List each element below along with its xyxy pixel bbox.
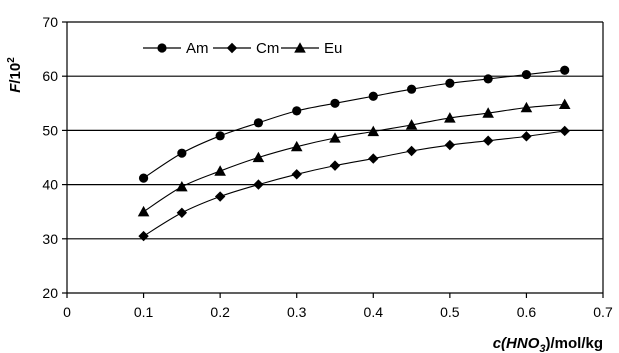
y-axis-title-sup: 2 bbox=[6, 57, 17, 63]
legend-label-am: Am bbox=[186, 40, 209, 57]
y-axis-title-var: F bbox=[7, 83, 24, 93]
x-tick-label-5: 0.5 bbox=[440, 304, 460, 320]
point-cm-1 bbox=[176, 207, 188, 218]
series-am bbox=[138, 65, 570, 183]
point-eu-9 bbox=[482, 107, 494, 118]
x-axis-title-sub: 3 bbox=[539, 343, 545, 353]
point-eu-8 bbox=[444, 112, 456, 123]
point-eu-0 bbox=[137, 205, 150, 217]
point-cm-2 bbox=[214, 191, 226, 202]
legend-item-am: Am bbox=[143, 40, 209, 57]
point-eu-6 bbox=[367, 125, 380, 137]
point-cm-9 bbox=[482, 135, 494, 146]
y-axis-title-base: /10 bbox=[7, 63, 24, 84]
point-cm-8 bbox=[444, 139, 456, 151]
point-cm-0 bbox=[138, 230, 149, 242]
x-tick-label-4: 0.4 bbox=[364, 304, 384, 320]
point-am-11 bbox=[560, 65, 570, 75]
series-line-eu bbox=[143, 103, 565, 213]
axes: 20 30 40 50 60 70 0 0.1 0.2 0.3 0.4 0.5 0.6 0.7 bbox=[42, 14, 613, 320]
point-eu-10 bbox=[520, 101, 533, 113]
point-cm-7 bbox=[406, 145, 417, 157]
legend-label-eu: Eu bbox=[324, 40, 342, 57]
point-am-7 bbox=[406, 84, 417, 94]
legend-label-cm: Cm bbox=[256, 40, 279, 57]
x-tick-label-7: 0.7 bbox=[593, 304, 613, 320]
legend-item-eu: Eu bbox=[281, 40, 342, 57]
x-tick-label-0: 0 bbox=[63, 304, 71, 320]
series-group bbox=[137, 65, 571, 242]
x-axis-title-post: )/mol/kg bbox=[545, 335, 603, 352]
point-eu-4 bbox=[290, 140, 303, 152]
legend-marker-am bbox=[157, 43, 167, 53]
x-axis-title-pre: c(HNO bbox=[493, 335, 540, 352]
x-tick-label-2: 0.2 bbox=[210, 304, 230, 320]
legend-marker-eu bbox=[294, 42, 306, 53]
point-eu-2 bbox=[214, 165, 226, 176]
y-axis-title: F/102 bbox=[6, 57, 24, 93]
point-am-2 bbox=[215, 131, 225, 141]
legend-item-cm: Cm bbox=[213, 40, 279, 57]
series-line-cm bbox=[143, 130, 565, 237]
point-eu-5 bbox=[329, 132, 341, 143]
y-tick-label-2: 40 bbox=[42, 177, 58, 193]
y-tick-label-3: 50 bbox=[42, 122, 58, 138]
series-cm bbox=[138, 125, 570, 242]
point-eu-7 bbox=[405, 119, 418, 130]
point-eu-11 bbox=[558, 98, 571, 110]
point-cm-10 bbox=[521, 131, 532, 142]
point-am-4 bbox=[292, 106, 302, 116]
point-am-3 bbox=[253, 118, 264, 128]
point-cm-5 bbox=[329, 160, 341, 171]
x-tick-label-1: 0.1 bbox=[134, 304, 154, 320]
y-tick-label-4: 60 bbox=[42, 68, 58, 84]
point-am-9 bbox=[483, 74, 493, 84]
y-tick-label-5: 70 bbox=[42, 14, 58, 30]
point-cm-6 bbox=[368, 153, 379, 164]
x-tick-label-6: 0.6 bbox=[517, 304, 537, 320]
point-am-1 bbox=[177, 148, 187, 158]
legend: Am Cm Eu bbox=[143, 40, 342, 57]
point-cm-11 bbox=[559, 125, 570, 137]
point-eu-3 bbox=[252, 151, 265, 163]
point-eu-1 bbox=[176, 180, 188, 192]
point-am-0 bbox=[138, 173, 149, 183]
point-am-8 bbox=[445, 78, 455, 88]
point-am-10 bbox=[521, 69, 532, 80]
x-axis-title: c(HNO3)/mol/kg bbox=[493, 335, 603, 353]
point-am-5 bbox=[330, 98, 340, 108]
series-eu bbox=[137, 98, 571, 217]
y-tick-label-0: 20 bbox=[42, 285, 58, 301]
point-am-6 bbox=[368, 91, 378, 101]
x-tick-label-3: 0.3 bbox=[287, 304, 307, 320]
point-cm-3 bbox=[253, 179, 264, 190]
legend-marker-cm bbox=[226, 42, 238, 54]
point-cm-4 bbox=[291, 169, 302, 180]
y-tick-label-1: 30 bbox=[42, 231, 58, 247]
